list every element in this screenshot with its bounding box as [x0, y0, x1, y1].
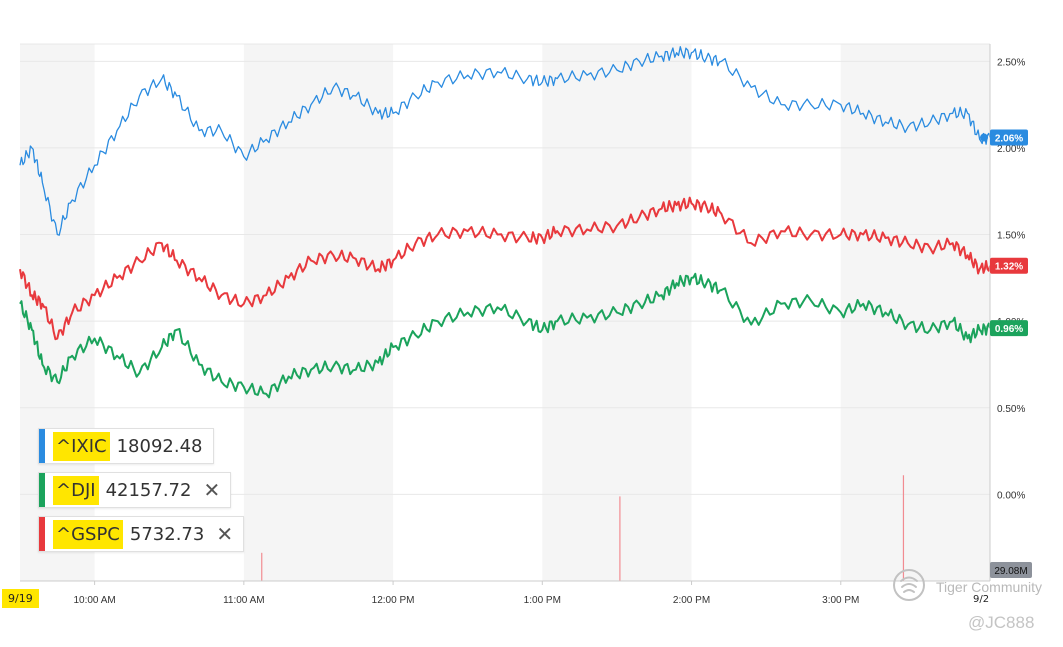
y-axis: 2.50%2.00%1.50%1.00%0.50%0.00% — [989, 44, 1025, 581]
volume-bars — [261, 475, 905, 581]
legend-symbol-gspc: ^GSPC — [53, 519, 123, 549]
tiger-logo-icon — [893, 569, 925, 601]
x-tick-label: 1:00 PM — [524, 595, 561, 606]
time-band — [840, 44, 990, 581]
legend-color-dji — [39, 473, 45, 507]
end-label-ixic: 2.06% — [995, 134, 1023, 145]
x-tick-label: 11:00 AM — [223, 595, 265, 606]
x-tick-label: 12:00 PM — [372, 595, 415, 606]
legend-symbol-ixic: ^IXIC — [53, 431, 110, 461]
watermark-user: @JC888 — [968, 613, 1035, 632]
volume-label: 29.08M — [994, 566, 1027, 577]
end-label-bg-gspc — [990, 257, 1028, 274]
series-line-ixic — [19, 46, 991, 236]
series-lines — [19, 46, 991, 399]
series-end-dot — [980, 133, 988, 142]
x-tick-label: 2:00 PM — [673, 595, 710, 606]
watermark-brand: Tiger Community — [936, 579, 1043, 595]
legend-value-gspc: 5732.73 — [129, 523, 205, 545]
legend-value-ixic: 18092.48 — [116, 435, 203, 457]
legend-item-ixic[interactable]: ^IXIC 18092.48 — [38, 428, 214, 464]
time-bands — [20, 44, 990, 581]
series-end-labels: 2.06% 1.32% 0.96% 29.08M — [980, 129, 1032, 578]
legend-item-dji[interactable]: ^DJI 42157.72 ✕ — [38, 472, 232, 508]
y-tick-label: 2.50% — [997, 57, 1025, 68]
end-label-bg-dji — [990, 320, 1028, 337]
y-tick-label: 1.50% — [997, 231, 1025, 242]
session-start-date: 9/19 — [2, 589, 39, 608]
y-tick-label: 0.00% — [997, 490, 1025, 501]
legend-color-gspc — [39, 517, 45, 551]
x-tick-label: 10:00 AM — [73, 595, 115, 606]
series-line-gspc — [19, 196, 991, 341]
session-end-date: 9/2 — [973, 594, 990, 605]
end-label-dji: 0.96% — [995, 324, 1023, 335]
series-line-dji — [19, 272, 991, 399]
y-tick-label: 0.50% — [997, 404, 1025, 415]
legend-color-ixic — [39, 429, 45, 463]
y-tick-label: 2.00% — [997, 144, 1025, 155]
legend-item-gspc[interactable]: ^GSPC 5732.73 ✕ — [38, 516, 245, 552]
x-tick-label: 3:00 PM — [822, 595, 859, 606]
end-label-gspc: 1.32% — [995, 262, 1023, 273]
legend-symbol-dji: ^DJI — [53, 475, 99, 505]
end-label-bg-ixic — [990, 129, 1028, 146]
close-icon[interactable]: ✕ — [216, 522, 234, 546]
x-axis: 10:00 AM 11:00 AM 12:00 PM 1:00 PM 2:00 PM 3:… — [20, 580, 990, 606]
close-icon[interactable]: ✕ — [203, 478, 221, 502]
time-band — [243, 44, 394, 581]
legend-value-dji: 42157.72 — [105, 479, 192, 501]
volume-label-bg — [990, 562, 1032, 578]
